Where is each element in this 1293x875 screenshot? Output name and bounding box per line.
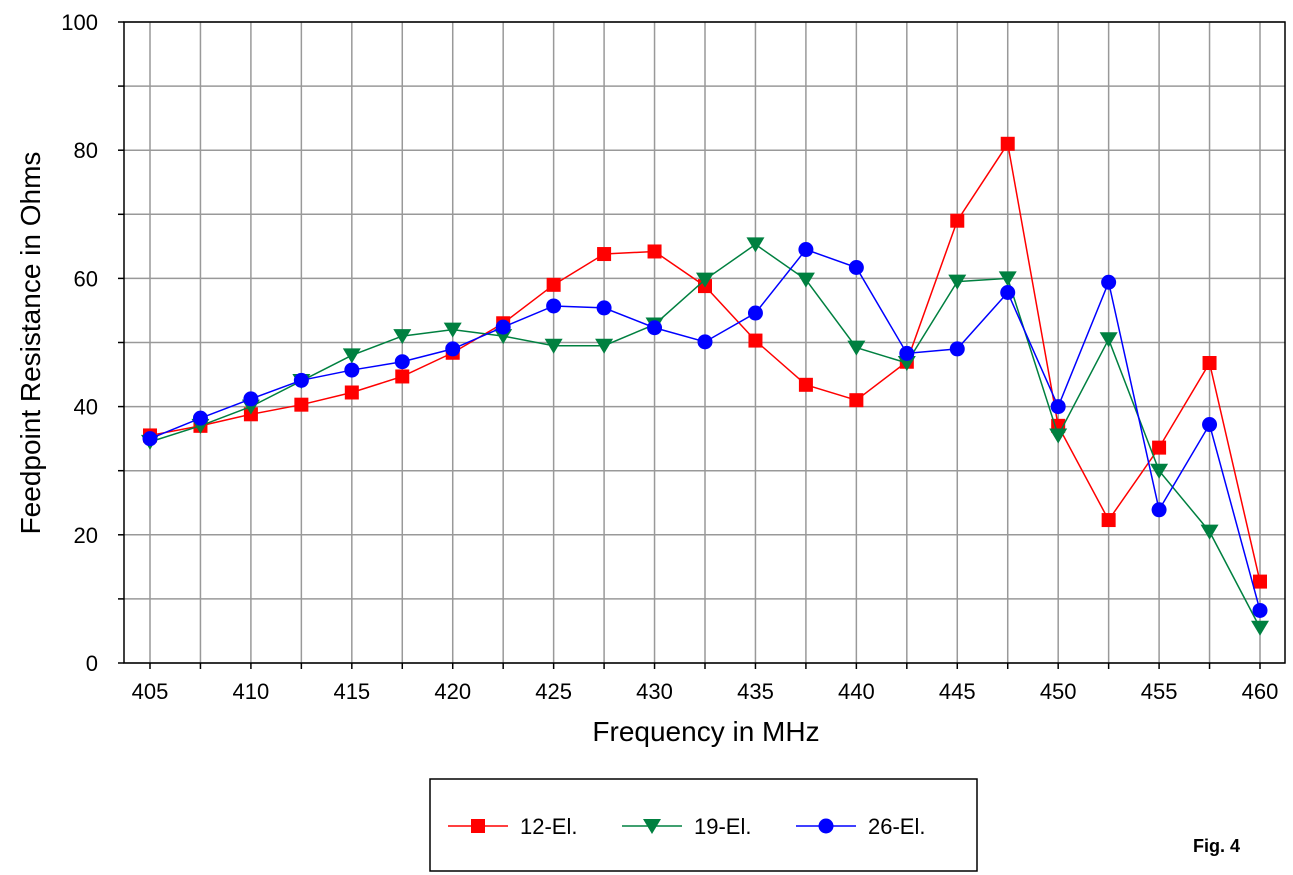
legend-marker [471,819,485,833]
x-tick-label: 405 [132,679,169,704]
legend-item: 19-El. [622,814,751,839]
x-tick-label: 440 [838,679,875,704]
data-point [848,260,864,276]
data-point [243,391,259,407]
data-point [849,393,864,408]
data-point [394,354,410,370]
legend-item: 12-El. [448,814,577,839]
x-tick-label: 420 [434,679,471,704]
data-point [192,410,208,426]
legend: 12-El. 19-El. 26-El. [429,778,978,872]
data-point [1099,332,1118,348]
data-point [544,338,563,354]
data-point [393,329,412,345]
data-point [142,431,158,447]
data-point [1202,417,1218,433]
data-point [1101,513,1116,528]
data-point [344,362,360,378]
data-point [1200,524,1219,540]
data-point [1049,428,1068,444]
y-axis-title: Feedpoint Resistance in Ohms [15,152,46,535]
y-tick-label: 20 [74,523,98,548]
legend-box [429,778,978,872]
data-point [1253,574,1267,589]
legend-item: 26-El. [796,814,925,839]
data-point [1251,620,1269,636]
data-point [293,372,309,388]
data-point [748,333,763,348]
data-point [597,247,612,262]
data-point [1000,285,1016,301]
y-tick-label: 0 [86,651,98,676]
data-point [798,242,814,258]
y-tick-label: 80 [74,138,98,163]
y-axis: 0 20 40 60 80 100 [61,10,124,676]
x-tick-label: 430 [636,679,673,704]
data-point [443,322,462,338]
data-point [342,348,361,364]
data-point [546,277,561,292]
data-point [1152,440,1167,455]
data-point [747,305,763,321]
data-point [1050,399,1066,415]
data-point [1151,502,1167,518]
data-point [647,320,663,336]
data-point [596,300,612,316]
data-point [546,298,562,314]
data-point [647,244,662,259]
legend-marker [643,819,661,834]
data-point [595,338,614,354]
data-point [847,340,866,356]
data-point [1252,602,1268,618]
data-point [950,213,965,228]
data-point [294,397,309,412]
figure-label: Fig. 4 [1193,836,1240,856]
y-tick-label: 60 [74,266,98,291]
data-point [798,377,813,392]
legend-label: 26-El. [868,814,925,839]
data-point [948,274,967,290]
data-point [395,369,410,384]
x-tick-label: 455 [1141,679,1178,704]
x-axis-title: Frequency in MHz [592,716,819,747]
x-tick-label: 445 [939,679,976,704]
data-point [899,345,915,361]
x-tick-label: 460 [1242,679,1279,704]
series-26-el [142,242,1268,618]
data-point [344,385,359,400]
data-point [445,341,461,357]
x-tick-label: 415 [333,679,370,704]
data-point [697,334,713,350]
series-19-el [141,237,1269,636]
x-axis: 405 410 415 420 425 430 435 440 445 450 455 460 [132,663,1279,704]
y-tick-label: 40 [74,395,98,420]
data-point [949,341,965,357]
x-tick-label: 425 [535,679,572,704]
data-point [796,272,815,288]
x-tick-label: 450 [1040,679,1077,704]
data-point [1000,136,1015,151]
x-tick-label: 435 [737,679,774,704]
legend-label: 12-El. [520,814,577,839]
x-tick-label: 410 [233,679,270,704]
data-point [1150,463,1169,479]
data-point [495,319,511,335]
data-point [1202,356,1217,371]
legend-marker [818,818,834,834]
series-layer [141,136,1269,636]
data-point [998,271,1017,287]
data-point [696,272,714,288]
y-tick-label: 100 [61,10,98,35]
data-point [897,356,916,372]
data-point [746,237,765,253]
legend-label: 19-El. [694,814,751,839]
data-point [1101,274,1117,290]
